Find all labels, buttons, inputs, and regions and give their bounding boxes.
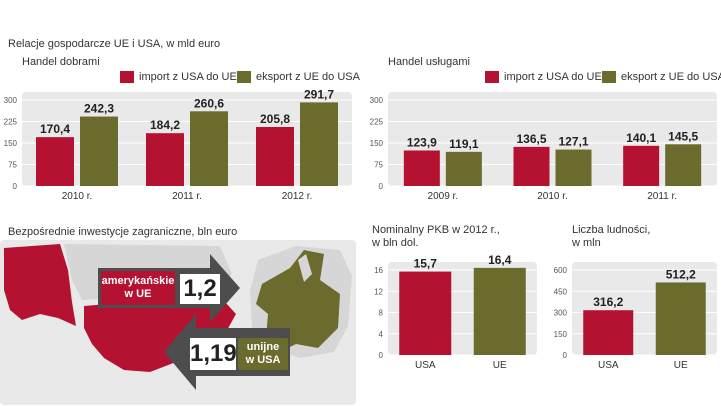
legend-swatch-import <box>120 71 134 83</box>
data-label: 136,5 <box>516 132 546 146</box>
bar <box>36 137 74 186</box>
us-in-eu-label-2: w UE <box>124 288 152 300</box>
bar <box>555 149 592 186</box>
data-label: 205,8 <box>260 112 290 126</box>
gdp-chart-subtitle: w bln dol. <box>372 237 419 249</box>
bar <box>146 133 184 186</box>
bar <box>445 151 482 186</box>
goods-legend-import: import z USA do UE <box>120 71 237 83</box>
services-legend-export: eksport z UE do USA <box>602 71 721 83</box>
y-tick-label: 300 <box>370 96 384 105</box>
y-tick-label: 75 <box>8 161 17 170</box>
population-chart: 0 150 300 450 600 316,2 USA 512,2 UE <box>554 262 717 371</box>
y-tick-label: 600 <box>554 266 568 275</box>
x-category-label: 2010 r. <box>62 191 93 202</box>
goods-chart-title: Handel dobrami <box>22 56 100 68</box>
bar <box>80 116 118 186</box>
data-label: 15,7 <box>414 257 438 271</box>
y-tick-label: 225 <box>370 118 384 127</box>
bar <box>256 127 294 186</box>
y-tick-label: 150 <box>370 139 384 148</box>
x-category-label: USA <box>415 360 436 371</box>
x-category-label: 2012 r. <box>282 191 313 202</box>
legend-swatch-export <box>237 71 251 83</box>
y-tick-label: 0 <box>379 182 384 191</box>
data-label: 512,2 <box>666 267 696 281</box>
fdi-title: Bezpośrednie inwestycje zagraniczne, bln… <box>8 226 238 238</box>
eu-in-us-badge: unijne w USA <box>238 338 288 370</box>
y-tick-label: 4 <box>379 330 384 339</box>
data-label: 140,1 <box>626 131 656 145</box>
x-category-label: USA <box>598 360 619 371</box>
bar <box>513 146 550 186</box>
eu-in-us-label-2: w USA <box>245 354 281 366</box>
bar <box>583 310 634 355</box>
bar <box>300 102 338 186</box>
eu-in-us-label-1: unijne <box>246 341 280 353</box>
services-legend-import: import z USA do UE <box>485 71 602 83</box>
bar <box>190 111 228 186</box>
y-tick-label: 8 <box>379 309 384 318</box>
goods-legend-export: eksport z UE do USA <box>237 71 360 83</box>
fdi-map <box>0 240 356 405</box>
population-chart-subtitle: w mln <box>572 237 601 249</box>
legend-swatch-import <box>485 71 499 83</box>
data-label: 127,1 <box>558 135 588 149</box>
data-label: 123,9 <box>407 135 437 149</box>
data-label: 260,6 <box>194 96 224 110</box>
y-tick-label: 0 <box>563 351 568 360</box>
eu-in-us-value: 1,19 <box>190 338 237 370</box>
legend-swatch-export <box>602 71 616 83</box>
legend-label-import: import z USA do UE <box>139 71 237 83</box>
goods-trade-chart: 0 75 150 225 300 170,4 242,3 2010 r. 184,2 260,6 2… <box>4 88 352 202</box>
y-tick-label: 12 <box>374 287 383 296</box>
us-in-eu-value: 1,2 <box>180 274 220 304</box>
bar <box>623 145 660 186</box>
y-tick-label: 300 <box>4 96 18 105</box>
eu-shape <box>256 250 340 352</box>
services-trade-chart: 0 75 150 225 300 123,9 119,1 2009 r. 136,5 127,1 2… <box>370 92 717 202</box>
x-category-label: UE <box>674 360 688 371</box>
us-in-eu-badge: amerykańskie w UE <box>101 271 175 305</box>
data-label: 145,5 <box>668 129 698 143</box>
bar <box>399 271 452 355</box>
bar <box>655 282 706 355</box>
data-label: 16,4 <box>488 253 512 267</box>
x-category-label: 2009 r. <box>428 191 459 202</box>
x-category-label: 2010 r. <box>537 191 568 202</box>
population-chart-title: Liczba ludności, <box>572 224 651 236</box>
legend-label-export: eksport z UE do USA <box>621 71 721 83</box>
y-tick-label: 150 <box>4 139 18 148</box>
data-label: 316,2 <box>593 295 623 309</box>
scandinavia-shape <box>298 254 312 282</box>
y-tick-label: 75 <box>374 161 383 170</box>
legend-label-import: import z USA do UE <box>504 71 602 83</box>
data-label: 119,1 <box>449 137 479 151</box>
x-category-label: 2011 r. <box>647 191 677 202</box>
x-category-label: 2011 r. <box>172 191 202 202</box>
us-in-eu-label-1: amerykańskie <box>101 275 175 287</box>
y-tick-label: 150 <box>554 330 568 339</box>
y-tick-label: 16 <box>374 266 383 275</box>
data-label: 291,7 <box>304 88 334 101</box>
services-chart-title: Handel usługami <box>388 56 470 68</box>
y-tick-label: 0 <box>13 182 18 191</box>
data-label: 170,4 <box>40 122 70 136</box>
y-tick-label: 300 <box>554 309 568 318</box>
page-title: Relacje gospodarcze UE i USA, w mld euro <box>8 38 221 50</box>
x-category-label: UE <box>493 360 507 371</box>
gdp-chart-title: Nominalny PKB w 2012 r., <box>372 224 500 236</box>
y-tick-label: 450 <box>554 287 568 296</box>
legend-label-export: eksport z UE do USA <box>256 71 360 83</box>
data-label: 242,3 <box>84 102 114 116</box>
y-tick-label: 0 <box>379 351 384 360</box>
bar <box>473 267 526 355</box>
data-label: 184,2 <box>150 118 180 132</box>
y-tick-label: 225 <box>4 118 18 127</box>
bar <box>665 144 702 186</box>
alaska-shape <box>4 244 76 326</box>
bar <box>403 150 440 186</box>
gdp-chart: 0 4 8 12 16 15,7 USA 16,4 UE <box>374 253 537 371</box>
